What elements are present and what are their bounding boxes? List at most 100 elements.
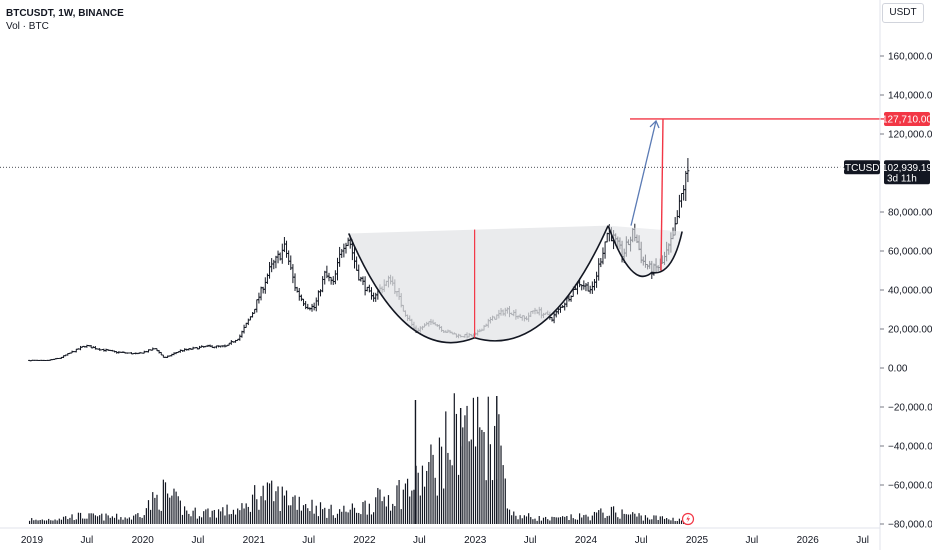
handle-depth-line	[660, 118, 664, 271]
price-tick-label: 120,000.00	[888, 130, 932, 141]
time-tick-label: Jul	[192, 535, 205, 546]
cup-and-handle-drawing[interactable]	[0, 118, 886, 344]
price-bar	[255, 299, 259, 313]
price-tick-label: 160,000.00	[888, 52, 932, 63]
target-price-tag: 127,710.00	[882, 114, 932, 125]
price-bar	[79, 345, 83, 351]
price-tick-label: −80,000.00	[888, 520, 932, 531]
price-bar	[346, 237, 350, 247]
symbol-tag-bg	[844, 160, 880, 175]
price-bar	[586, 281, 590, 292]
price-bar	[285, 240, 289, 258]
price-bar	[299, 294, 303, 302]
price-bar	[595, 271, 599, 288]
price-bar	[550, 316, 554, 322]
price-tick-label: 60,000.00	[888, 247, 932, 258]
symbol-title[interactable]: BTCUSDT, 1W, BINANCE	[6, 8, 124, 19]
volume-label[interactable]: Vol · BTC	[6, 21, 49, 32]
price-tick-label: 20,000.00	[888, 325, 932, 336]
price-bar	[684, 170, 688, 202]
time-tick-label: 2022	[353, 535, 376, 546]
cup-fill	[348, 225, 609, 343]
currency-button[interactable]: USDT	[882, 3, 924, 23]
time-axis[interactable]: 2019 Jul 2020 Jul 2021 Jul 2022 Jul 2023 Jul 2024 J…	[0, 527, 880, 546]
price-bar	[242, 324, 246, 334]
price-bar	[363, 276, 367, 296]
price-bar	[276, 250, 280, 264]
price-bar	[357, 264, 361, 281]
price-bar	[263, 277, 267, 294]
price-bar	[316, 290, 320, 306]
price-bar	[291, 264, 295, 284]
price-bar	[584, 283, 588, 292]
price-bar	[272, 259, 276, 270]
price-bar	[293, 273, 297, 291]
price-bar	[251, 312, 255, 318]
price-bar	[344, 242, 348, 254]
price-bar	[374, 292, 378, 302]
price-tick-label: 80,000.00	[888, 208, 932, 219]
price-bar	[157, 350, 161, 354]
price-bar	[686, 158, 690, 183]
price-tick-label: 0.00	[888, 364, 908, 375]
target-arrow-shaft	[630, 120, 657, 226]
alert-icon-bolt	[686, 515, 690, 523]
price-bar	[338, 246, 342, 267]
price-bar	[261, 286, 265, 294]
price-bar	[675, 210, 679, 225]
price-bar	[372, 292, 376, 302]
price-bar	[359, 276, 363, 282]
time-tick-label: Jul	[81, 535, 94, 546]
price-bar	[257, 292, 261, 304]
price-bar	[312, 302, 316, 311]
price-axis[interactable]: 160,000.00 140,000.00 120,000.00 80,000.00 6…	[879, 0, 932, 550]
time-tick-label: Jul	[746, 535, 759, 546]
price-bar	[590, 281, 594, 294]
price-bar	[297, 288, 301, 301]
price-bar	[310, 303, 314, 312]
price-bar	[603, 241, 607, 259]
price-tick-label: −40,000.00	[888, 442, 932, 453]
price-bar	[287, 250, 291, 265]
price-bar	[369, 287, 373, 300]
price-bar	[268, 261, 272, 279]
volume-alert-icon	[681, 512, 695, 526]
price-bar	[259, 286, 263, 301]
time-tick-label: Jul	[856, 535, 869, 546]
price-bar	[321, 276, 325, 293]
price-bar	[270, 258, 274, 273]
price-bar	[314, 297, 318, 312]
price-bar	[280, 243, 284, 264]
price-bar	[355, 256, 359, 271]
price-bar	[682, 185, 686, 201]
handle-curve	[607, 225, 683, 278]
price-tick-label: 40,000.00	[888, 286, 932, 297]
price-bar	[323, 270, 327, 285]
time-tick-label: 2025	[686, 535, 709, 546]
price-tick-label: 140,000.00	[888, 91, 932, 102]
price-bar	[183, 348, 187, 352]
price-bar	[677, 194, 681, 219]
price-tick-label: −60,000.00	[888, 481, 932, 492]
time-tick-label: 2026	[797, 535, 820, 546]
price-bar	[333, 270, 337, 285]
current-price-tag-bg	[884, 160, 930, 185]
price-bar	[340, 249, 344, 258]
price-bar	[335, 257, 339, 281]
chart-legend: BTCUSDT, 1W, BINANCE Vol · BTC	[6, 7, 124, 33]
time-tick-label: 2024	[575, 535, 598, 546]
price-bar	[329, 276, 333, 285]
price-bar	[361, 276, 365, 286]
price-bar	[597, 258, 601, 281]
time-tick-label: Jul	[524, 535, 537, 546]
price-bar	[274, 255, 278, 269]
time-tick-label: 2020	[132, 535, 155, 546]
current-price-value: 102,939.19	[882, 163, 932, 174]
price-bar	[592, 278, 596, 291]
symbol-tag: BTCUSDT	[838, 163, 885, 174]
time-tick-label: 2019	[21, 535, 44, 546]
price-bar	[582, 280, 586, 290]
price-bar	[238, 334, 242, 341]
